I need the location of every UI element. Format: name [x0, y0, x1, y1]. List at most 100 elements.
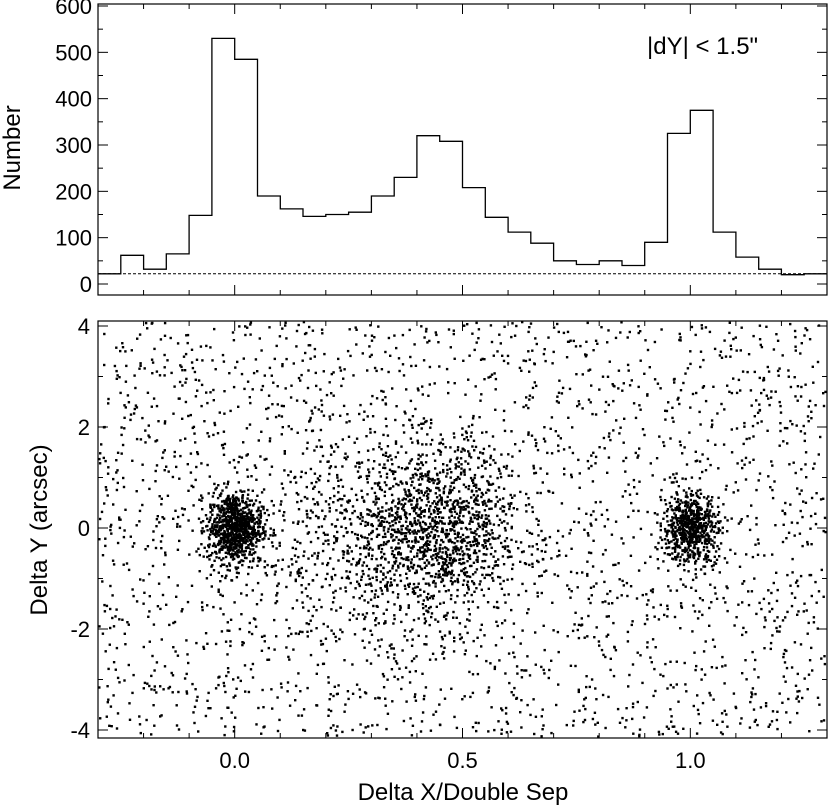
scatter-point — [441, 652, 444, 655]
scatter-point — [536, 591, 539, 594]
scatter-point — [305, 331, 308, 335]
scatter-point — [489, 552, 493, 556]
scatter-point — [236, 676, 240, 679]
scatter-point — [475, 568, 479, 571]
scatter-point — [587, 467, 590, 470]
scatter-point — [281, 426, 284, 429]
scatter-point — [378, 442, 381, 445]
scatter-point — [724, 488, 728, 491]
scatter-point — [561, 535, 565, 538]
scatter-point — [442, 573, 445, 577]
scatter-point — [477, 524, 481, 528]
scatter-point — [367, 548, 371, 551]
scatter-point — [244, 540, 247, 543]
scatter-point — [224, 725, 227, 728]
scatter-point — [441, 561, 445, 564]
scatter-point — [369, 510, 372, 513]
scatter-point — [409, 522, 412, 526]
scatter-point — [542, 352, 546, 356]
scatter-point — [216, 529, 219, 533]
scatter-point — [467, 462, 470, 465]
scatter-point — [624, 456, 628, 460]
scatter-point — [679, 602, 683, 605]
scatter-point — [396, 451, 400, 454]
scatter-point — [363, 410, 366, 413]
scatter-point — [711, 539, 714, 542]
scatter-point — [360, 534, 363, 537]
scatter-point — [242, 537, 245, 541]
scatter-point — [811, 669, 814, 672]
scatter-point — [281, 529, 284, 532]
scatter-point — [653, 667, 656, 671]
scatter-point — [254, 541, 258, 544]
scatter-point — [537, 519, 540, 522]
scatter-point — [268, 326, 271, 329]
scatter-point — [558, 379, 561, 382]
scatter-point — [144, 441, 147, 444]
scatter-point — [503, 520, 506, 523]
scatter-point — [339, 369, 343, 372]
scatter-point — [235, 554, 238, 557]
scatter-point — [420, 427, 423, 430]
scatter-point — [427, 500, 430, 504]
scatter-point — [760, 420, 763, 423]
scatter-point — [570, 475, 573, 479]
scatter-point — [400, 467, 404, 470]
scatter-point — [493, 665, 497, 669]
scatter-point — [118, 681, 121, 684]
scatter-point — [815, 601, 818, 604]
scatter-point — [424, 554, 427, 557]
scatter-point — [419, 730, 423, 733]
scatter-point — [669, 660, 672, 663]
scatter-point — [475, 510, 478, 513]
scatter-point — [223, 514, 226, 518]
scatter-point — [466, 553, 469, 556]
scatter-point — [302, 606, 305, 609]
scatter-point — [425, 541, 428, 544]
scatter-point — [252, 552, 255, 555]
scatter-point — [469, 528, 472, 531]
scatter-point — [729, 344, 732, 347]
scatter-point — [371, 548, 374, 551]
scatter-point — [294, 579, 297, 583]
scatter-point — [634, 451, 637, 455]
scatter-point — [684, 372, 687, 375]
scatter-point — [116, 676, 120, 680]
scatter-point — [506, 556, 510, 559]
scatter-point — [485, 491, 488, 494]
scatter-point — [527, 431, 530, 434]
scatter-point — [438, 590, 441, 593]
scatter-point — [190, 584, 194, 587]
scatter-point — [503, 547, 507, 550]
scatter-point — [436, 486, 439, 490]
scatter-point — [427, 493, 430, 496]
scatter-point — [142, 687, 145, 690]
scatter-point — [225, 486, 228, 489]
scatter-point — [497, 524, 500, 527]
scatter-point — [626, 630, 630, 634]
scatter-point — [192, 504, 195, 507]
scatter-point — [408, 418, 411, 421]
scatter-point — [680, 606, 684, 609]
scatter-point — [319, 639, 323, 643]
scatter-point — [190, 484, 193, 488]
scatter-point — [235, 496, 238, 499]
scatter-point — [478, 535, 481, 538]
scatter-point — [248, 504, 251, 507]
scatter-point — [393, 477, 396, 481]
scatter-point — [280, 482, 284, 485]
scatter-point — [231, 528, 234, 531]
scatter-point — [291, 546, 294, 550]
scatter-point — [185, 639, 188, 642]
scatter-point — [419, 551, 422, 554]
scatter-point — [234, 551, 237, 554]
scatter-point — [691, 630, 694, 633]
scatter-point — [594, 501, 597, 504]
scatter-point — [313, 347, 317, 351]
scatter-point — [723, 516, 727, 519]
scatter-point — [246, 535, 249, 538]
scatter-point — [424, 491, 427, 494]
scatter-point — [449, 553, 452, 556]
scatter-point — [248, 621, 251, 625]
scatter-point — [473, 514, 476, 517]
